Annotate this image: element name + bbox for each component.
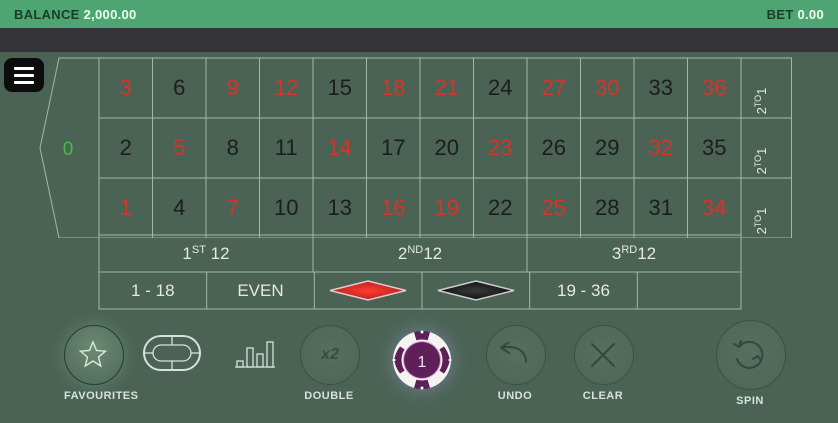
svg-text:1 - 18: 1 - 18 [131, 281, 174, 300]
svg-text:EVEN: EVEN [237, 281, 283, 300]
svg-text:1: 1 [418, 354, 427, 371]
svg-text:1ST 12: 1ST 12 [182, 244, 229, 263]
svg-text:2ND12: 2ND12 [398, 244, 442, 263]
svg-text:3RD12: 3RD12 [612, 244, 656, 263]
svg-text:19 - 36: 19 - 36 [557, 281, 610, 300]
